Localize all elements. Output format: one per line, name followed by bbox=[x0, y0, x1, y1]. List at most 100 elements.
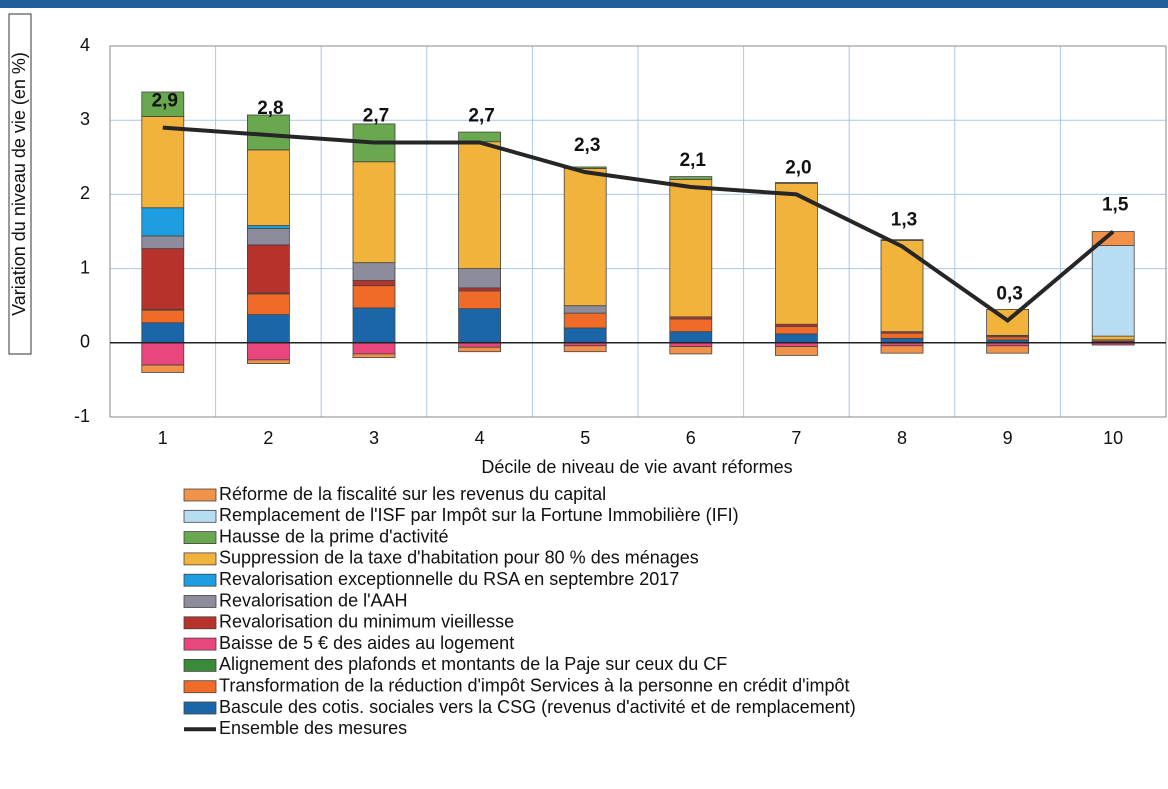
bar-segment bbox=[246, 244, 290, 294]
legend-label: Alignement des plafonds et montants de l… bbox=[219, 654, 727, 674]
legend-swatch bbox=[183, 659, 217, 672]
y-label-box bbox=[8, 13, 32, 355]
bar-segment bbox=[880, 332, 924, 339]
legend-label: Remplacement de l'ISF par Impôt sur la F… bbox=[219, 505, 739, 525]
y-tick-label: 3 bbox=[80, 109, 90, 129]
bar-segment bbox=[563, 312, 607, 329]
bar-segment bbox=[352, 161, 396, 264]
bar-segment bbox=[986, 345, 1029, 354]
legend-swatch bbox=[183, 701, 217, 715]
bar-segment bbox=[669, 331, 713, 344]
legend-swatch bbox=[183, 616, 217, 630]
bar-segment bbox=[141, 364, 185, 373]
bar-segment bbox=[880, 240, 924, 333]
data-label: 2,7 bbox=[363, 105, 389, 126]
x-tick-label: 4 bbox=[475, 428, 485, 448]
x-axis-title: Décile de niveau de vie avant réformes bbox=[481, 457, 792, 477]
y-tick-label: -1 bbox=[74, 406, 90, 426]
bar-segment bbox=[458, 287, 502, 292]
x-tick-label: 2 bbox=[263, 428, 273, 448]
y-tick-label: 4 bbox=[80, 35, 90, 55]
bar-segment bbox=[563, 345, 607, 353]
legend-label: Transformation de la réduction d'impôt S… bbox=[219, 675, 850, 695]
bar-segment bbox=[669, 318, 713, 333]
bar-segment bbox=[141, 91, 185, 117]
bar-segment bbox=[458, 290, 502, 310]
total-line bbox=[162, 125, 1115, 324]
bar-segment bbox=[141, 309, 185, 324]
x-tick-label: 6 bbox=[686, 428, 696, 448]
bar-segment bbox=[246, 342, 290, 361]
bar-segment bbox=[669, 346, 713, 355]
legend-label: Revalorisation du minimum vieillesse bbox=[219, 612, 514, 632]
bar-segment bbox=[141, 235, 185, 249]
bar-segment bbox=[775, 333, 818, 344]
legend-label: Bascule des cotis. sociales vers la CSG … bbox=[219, 697, 856, 717]
bar-segment bbox=[352, 307, 396, 344]
plot-frame bbox=[109, 45, 1167, 418]
bar-segment bbox=[246, 228, 290, 246]
bar-segment bbox=[352, 280, 396, 287]
bar-segment bbox=[246, 293, 290, 316]
y-axis-title: Variation du niveau de vie (en %) bbox=[9, 52, 29, 316]
bar-segment bbox=[352, 342, 396, 355]
bar-segment bbox=[1091, 245, 1135, 337]
legend-swatch bbox=[183, 488, 217, 502]
legend-label: Revalorisation de l'AAH bbox=[219, 590, 408, 610]
x-tick-label: 3 bbox=[369, 428, 379, 448]
bar-segment bbox=[458, 268, 502, 289]
bar-segment bbox=[1091, 335, 1135, 341]
x-tick-label: 5 bbox=[580, 428, 590, 448]
bar-segment bbox=[775, 182, 818, 325]
y-tick-label: 1 bbox=[80, 257, 90, 277]
bar-segment bbox=[563, 327, 607, 344]
legend-label: Ensemble des mesures bbox=[219, 718, 407, 738]
legend-label: Hausse de la prime d'activité bbox=[219, 526, 449, 546]
legend-label: Revalorisation exceptionnelle du RSA en … bbox=[219, 569, 679, 589]
legend-label: Réforme de la fiscalité sur les revenus … bbox=[219, 484, 606, 504]
bar-segment bbox=[563, 305, 607, 314]
bar-segment bbox=[458, 131, 502, 143]
legend-swatch bbox=[183, 680, 217, 694]
y-tick-label: 2 bbox=[80, 183, 90, 203]
x-tick-label: 7 bbox=[791, 428, 801, 448]
bar-segment bbox=[669, 179, 713, 318]
bar-segment bbox=[669, 176, 713, 180]
legend-swatch bbox=[183, 573, 217, 587]
data-label: 0,3 bbox=[996, 284, 1022, 305]
bar-segment bbox=[141, 248, 185, 310]
bar-segment bbox=[141, 116, 185, 209]
data-label: 2,3 bbox=[574, 135, 600, 156]
data-label: 2,1 bbox=[680, 150, 707, 171]
bar-segment bbox=[563, 168, 607, 307]
bar-segment bbox=[141, 342, 185, 366]
bar-segment bbox=[775, 326, 818, 335]
bar-segment bbox=[775, 182, 818, 184]
legend-label: Suppression de la taxe d'habitation pour… bbox=[219, 548, 699, 568]
data-label: 2,7 bbox=[468, 105, 494, 126]
bar-segment bbox=[246, 359, 290, 364]
data-label: 2,8 bbox=[257, 98, 283, 119]
bar-segment bbox=[986, 336, 1029, 341]
bar-segment bbox=[458, 346, 502, 353]
bar-segment bbox=[458, 141, 502, 270]
bar-segment bbox=[880, 345, 924, 354]
header-strip bbox=[0, 0, 1168, 8]
bar-segment bbox=[458, 308, 502, 344]
bar-segment bbox=[775, 346, 818, 356]
legend-swatch bbox=[183, 595, 217, 608]
bar-segment bbox=[141, 207, 185, 237]
bar-segment bbox=[141, 322, 185, 344]
bar-segment bbox=[880, 239, 924, 241]
data-label: 1,5 bbox=[1102, 195, 1129, 216]
data-label: 1,3 bbox=[891, 209, 917, 230]
legend-swatch bbox=[183, 531, 217, 544]
legend-swatch bbox=[183, 509, 217, 523]
bar-segment bbox=[246, 149, 290, 226]
bar-segment bbox=[352, 262, 396, 281]
x-tick-label: 9 bbox=[1003, 428, 1013, 448]
bar-segment bbox=[246, 314, 290, 344]
x-tick-label: 10 bbox=[1103, 428, 1123, 448]
x-tick-label: 8 bbox=[897, 428, 907, 448]
